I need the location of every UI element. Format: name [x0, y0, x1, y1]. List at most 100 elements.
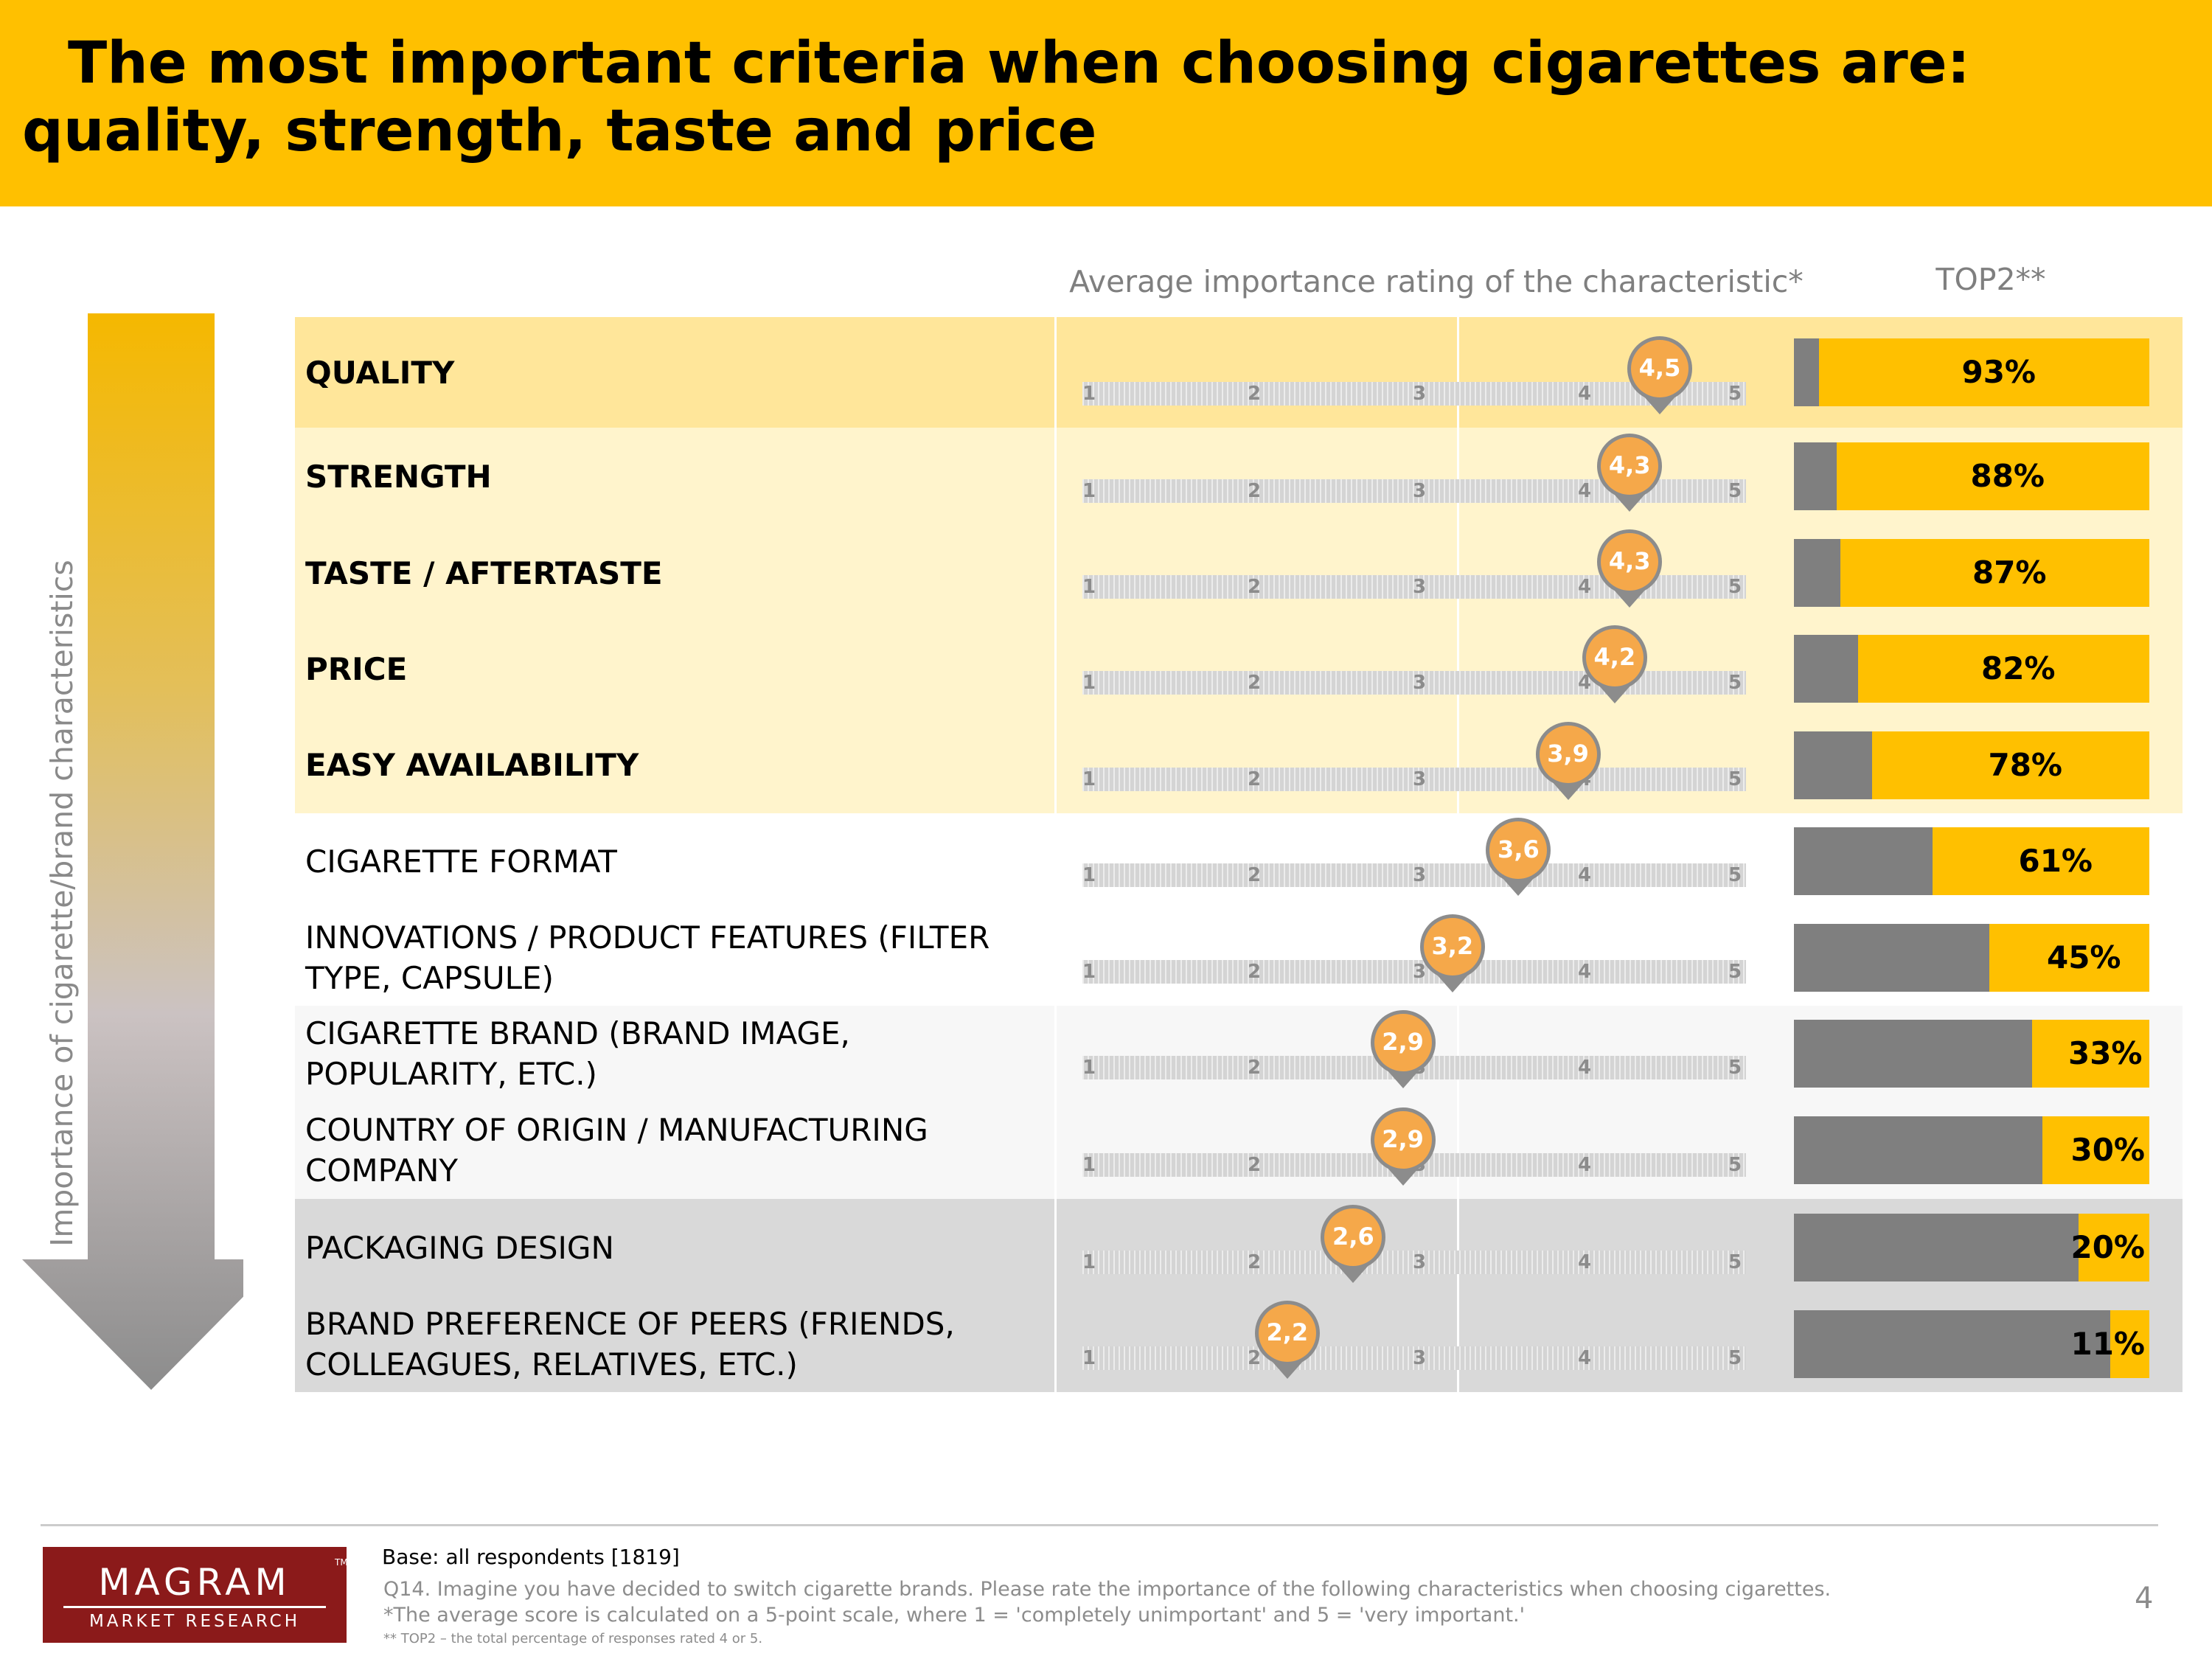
- criteria-label: INNOVATIONS / PRODUCT FEATURES (FILTER T…: [305, 919, 990, 996]
- scale-tick-label: 3: [1412, 864, 1427, 886]
- rating-scale-bar: [1082, 863, 1746, 887]
- logo-trademark: TM: [335, 1557, 348, 1568]
- criteria-label: TASTE / AFTERTASTE: [305, 554, 663, 591]
- column-separator: [1054, 428, 1057, 525]
- column-separator: [1457, 428, 1459, 525]
- column-separator: [1457, 1006, 1459, 1102]
- scale-tick-label: 3: [1412, 1347, 1427, 1369]
- criteria-label: PACKAGING DESIGN: [305, 1229, 614, 1266]
- rating-marker-icon: [1254, 1301, 1320, 1379]
- rating-value-label: 2,9: [1382, 1125, 1424, 1153]
- top2-remainder-bar: [1794, 731, 1872, 799]
- importance-arrow-icon: [22, 313, 243, 1390]
- top2-value-bar: [1819, 338, 2149, 406]
- column-separator: [1054, 525, 1057, 621]
- scale-tick-label: 5: [1728, 1057, 1742, 1079]
- top2-percent-label: 33%: [2067, 1035, 2143, 1071]
- top2-value-bar: [2032, 1020, 2149, 1088]
- rating-marker-icon: [1582, 625, 1647, 703]
- criteria-label: COUNTRY OF ORIGIN / MANUFACTURING COMPAN…: [305, 1112, 928, 1189]
- criteria-label: CIGARETTE FORMAT: [305, 843, 617, 880]
- scale-tick-label: 1: [1082, 864, 1096, 886]
- column-separator: [1457, 813, 1459, 909]
- top2-remainder-bar: [1794, 1310, 2110, 1378]
- rating-marker-icon: [1597, 434, 1663, 512]
- scale-tick-label: 3: [1412, 961, 1427, 983]
- criteria-label: EASY AVAILABILITY: [305, 747, 639, 783]
- top2-value-bar: [2042, 1116, 2149, 1184]
- scale-tick-label: 5: [1728, 383, 1742, 405]
- rating-scale-bar: [1082, 1251, 1746, 1274]
- column-separator: [1457, 1296, 1459, 1392]
- scale-tick-label: 4: [1577, 383, 1592, 405]
- criteria-label: CIGARETTE BRAND (BRAND IMAGE, POPULARITY…: [305, 1015, 850, 1092]
- rating-marker-icon: [1597, 529, 1663, 608]
- scale-tick-label: 2: [1247, 672, 1262, 694]
- scale-tick-label: 4: [1577, 480, 1592, 502]
- scale-tick-label: 1: [1082, 1057, 1096, 1079]
- scale-tick-label: 2: [1247, 576, 1262, 598]
- scale-tick-label: 2: [1247, 864, 1262, 886]
- top2-percent-label: 45%: [2046, 939, 2121, 975]
- scale-tick-label: 1: [1082, 1154, 1096, 1176]
- scale-tick-label: 1: [1082, 961, 1096, 983]
- base-note: Base: all respondents [1819]: [382, 1545, 680, 1569]
- column-separator: [1054, 1199, 1057, 1296]
- top2-percent-label: 88%: [1970, 458, 2045, 494]
- scale-tick-label: 4: [1577, 672, 1592, 694]
- rating-scale-bar: [1082, 960, 1746, 984]
- column-separator: [1457, 621, 1459, 717]
- scale-tick-label: 1: [1082, 1251, 1096, 1273]
- criteria-label: BRAND PREFERENCE OF PEERS (FRIENDS, COLL…: [305, 1306, 955, 1382]
- rating-value-label: 3,6: [1498, 835, 1540, 863]
- scale-tick-label: 5: [1728, 672, 1742, 694]
- top2-percent-label: 11%: [2070, 1326, 2145, 1362]
- scale-tick-label: 2: [1247, 1057, 1262, 1079]
- scale-tick-label: 1: [1082, 383, 1096, 405]
- scale-tick-label: 3: [1412, 480, 1427, 502]
- top2-value-bar: [1840, 539, 2149, 607]
- column-separator: [1054, 909, 1057, 1006]
- column-separator: [1054, 621, 1057, 717]
- scale-tick-label: 2: [1247, 961, 1262, 983]
- top2-percent-label: 78%: [1988, 747, 2062, 783]
- page-title: The most important criteria when choosin…: [22, 30, 1970, 164]
- criteria-label: QUALITY: [305, 354, 455, 391]
- column-separator: [1054, 1006, 1057, 1102]
- scale-tick-label: 5: [1728, 480, 1742, 502]
- scale-tick-label: 4: [1577, 961, 1592, 983]
- column-separator: [1054, 317, 1057, 428]
- top2-value-bar: [2079, 1214, 2149, 1281]
- logo-tagline: MARKET RESEARCH: [88, 1612, 301, 1631]
- top2-value-bar: [1872, 731, 2149, 799]
- scale-tick-label: 5: [1728, 1154, 1742, 1176]
- rating-marker-icon: [1486, 818, 1551, 896]
- rating-value-label: 4,2: [1593, 643, 1636, 671]
- scale-tick-label: 1: [1082, 576, 1096, 598]
- scale-tick-label: 2: [1247, 1154, 1262, 1176]
- top2-value-bar: [2110, 1310, 2149, 1378]
- rating-value-label: 4,3: [1608, 451, 1651, 479]
- scale-tick-label: 4: [1577, 1057, 1592, 1079]
- top2-percent-label: 87%: [1972, 554, 2047, 591]
- top2-percent-label: 30%: [2070, 1132, 2145, 1168]
- title-banner: The most important criteria when choosin…: [0, 0, 2212, 206]
- scale-tick-label: 2: [1247, 383, 1262, 405]
- rating-marker-icon: [1535, 722, 1601, 800]
- scale-tick-label: 1: [1082, 768, 1096, 790]
- scale-tick-label: 4: [1577, 576, 1592, 598]
- scale-tick-label: 4: [1577, 1347, 1592, 1369]
- scale-tick-label: 1: [1082, 480, 1096, 502]
- rating-value-label: 2,9: [1382, 1028, 1424, 1056]
- scale-tick-label: 4: [1577, 864, 1592, 886]
- scale-tick-label: 3: [1412, 383, 1427, 405]
- rating-marker-icon: [1419, 914, 1485, 992]
- scale-tick-label: 5: [1728, 961, 1742, 983]
- rating-marker-icon: [1627, 336, 1692, 414]
- scale-tick-label: 3: [1412, 1251, 1427, 1273]
- top2-remainder-bar: [1794, 338, 1819, 406]
- column-separator: [1054, 1102, 1057, 1199]
- scale-tick-label: 5: [1728, 1347, 1742, 1369]
- scale-tick-label: 5: [1728, 576, 1742, 598]
